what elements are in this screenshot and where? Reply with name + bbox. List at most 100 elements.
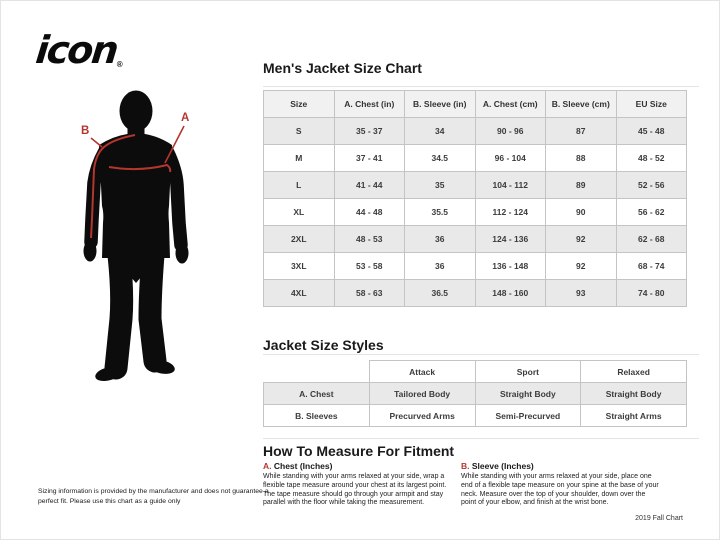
- cell-sleeve-cm: 92: [545, 225, 617, 253]
- silhouette-right-foot: [149, 360, 175, 374]
- sizing-disclaimer: Sizing information is provided by the ma…: [38, 488, 269, 505]
- size-chart-title: Men's Jacket Size Chart: [263, 60, 422, 76]
- cell-size: L: [263, 171, 335, 199]
- silhouette-right-hand: [175, 242, 189, 264]
- cell-size: 2XL: [263, 225, 335, 253]
- silhouette-torso: [99, 133, 172, 258]
- cell-sleeve-cm: 88: [545, 144, 617, 172]
- cell-chest-in: 44 - 48: [333, 198, 405, 226]
- measurement-figure: A B: [56, 81, 246, 411]
- column-header-sleeve-in: B. Sleeve (in): [404, 90, 476, 118]
- styles-header-row: Attack Sport Relaxed: [264, 360, 687, 383]
- cell-chest-cm: 136 - 148: [474, 252, 546, 280]
- styles-table-title: Jacket Size Styles: [263, 337, 384, 353]
- measure-instructions-chest: A. Chest (Inches) While standing with yo…: [263, 461, 449, 508]
- row-label-sleeves: B. Sleeves: [263, 404, 370, 427]
- column-header-relaxed: Relaxed: [580, 360, 687, 383]
- cell-chest-in: 53 - 58: [333, 252, 405, 280]
- cell-size: M: [263, 144, 335, 172]
- measure-heading-chest: A. Chest (Inches): [263, 461, 449, 471]
- cell-chest-in: 41 - 44: [333, 171, 405, 199]
- table-row-4xl: 4XL 58 - 63 36.5 148 - 160 93 74 - 80: [263, 279, 687, 307]
- measure-body-chest: While standing with your arms relaxed at…: [263, 473, 447, 507]
- silhouette-head: [119, 90, 153, 132]
- cell-sport-chest: Straight Body: [474, 382, 582, 405]
- cell-sleeve-cm: 93: [545, 279, 617, 307]
- table-row-l: L 41 - 44 35 104 - 112 89 52 - 56: [263, 171, 687, 199]
- measure-heading-chest-label: Chest (Inches): [273, 461, 333, 471]
- table-row-3xl: 3XL 53 - 58 36 136 - 148 92 68 - 74: [263, 252, 687, 280]
- cell-sleeve-in: 36: [404, 252, 476, 280]
- cell-eu-size: 45 - 48: [615, 117, 687, 145]
- cell-chest-cm: 90 - 96: [474, 117, 546, 145]
- cell-size: XL: [263, 198, 335, 226]
- column-header-sport: Sport: [474, 360, 582, 383]
- silhouette-left-hand: [83, 240, 97, 262]
- size-chart-table: Size A. Chest (in) B. Sleeve (in) A. Che…: [263, 90, 687, 307]
- cell-sleeve-cm: 92: [545, 252, 617, 280]
- cell-size: S: [263, 117, 335, 145]
- row-label-chest: A. Chest: [263, 382, 370, 405]
- column-header-sleeve-cm: B. Sleeve (cm): [545, 90, 617, 118]
- measure-prefix-b: B.: [461, 461, 470, 471]
- body-silhouette-graphic: A B: [81, 90, 189, 382]
- cell-chest-cm: 148 - 160: [474, 279, 546, 307]
- cell-eu-size: 48 - 52: [615, 144, 687, 172]
- jacket-styles-table: Attack Sport Relaxed A. Chest Tailored B…: [263, 360, 687, 427]
- cell-size: 3XL: [263, 252, 335, 280]
- cell-eu-size: 56 - 62: [615, 198, 687, 226]
- silhouette-left-leg: [104, 243, 134, 380]
- column-header-attack: Attack: [368, 360, 476, 383]
- cell-attack-sleeves: Precurved Arms: [368, 404, 476, 427]
- cell-chest-cm: 96 - 104: [474, 144, 546, 172]
- column-header-eu-size: EU Size: [615, 90, 687, 118]
- cell-chest-cm: 104 - 112: [474, 171, 546, 199]
- measure-heading-sleeve-label: Sleeve (Inches): [471, 461, 534, 471]
- cell-sleeve-in: 36: [404, 225, 476, 253]
- cell-attack-chest: Tailored Body: [368, 382, 476, 405]
- cell-sleeve-cm: 89: [545, 171, 617, 199]
- cell-sleeve-cm: 90: [545, 198, 617, 226]
- cell-chest-cm: 112 - 124: [474, 198, 546, 226]
- cell-chest-in: 37 - 41: [333, 144, 405, 172]
- measure-body-sleeve: While standing with your arms relaxed at…: [461, 473, 659, 507]
- measure-instructions-sleeve: B. Sleeve (Inches) While standing with y…: [461, 461, 659, 508]
- table-row-2xl: 2XL 48 - 53 36 124 - 136 92 62 - 68: [263, 225, 687, 253]
- cell-sleeve-cm: 87: [545, 117, 617, 145]
- cell-chest-in: 48 - 53: [333, 225, 405, 253]
- divider: [263, 354, 699, 355]
- styles-row-sleeves: B. Sleeves Precurved Arms Semi-Precurved…: [263, 404, 687, 427]
- chart-version-label: 2019 Fall Chart: [635, 515, 683, 522]
- table-row-s: S 35 - 37 34 90 - 96 87 45 - 48: [263, 117, 687, 145]
- label-a-pointer-line: [164, 125, 185, 164]
- styles-row-chest: A. Chest Tailored Body Straight Body Str…: [263, 382, 687, 405]
- sleeve-label-b: B: [81, 125, 89, 137]
- cell-eu-size: 52 - 56: [615, 171, 687, 199]
- icon-logo: icon®: [33, 28, 123, 72]
- registered-trademark-icon: ®: [116, 60, 123, 69]
- cell-chest-in: 58 - 63: [333, 279, 405, 307]
- measure-section-title: How To Measure For Fitment: [263, 443, 455, 459]
- divider: [263, 86, 699, 87]
- cell-sleeve-in: 35: [404, 171, 476, 199]
- cell-eu-size: 74 - 80: [615, 279, 687, 307]
- cell-sport-sleeves: Semi-Precurved: [474, 404, 582, 427]
- sleeve-measure-line: [90, 134, 136, 239]
- icon-logo-text: icon: [33, 28, 120, 72]
- cell-eu-size: 62 - 68: [615, 225, 687, 253]
- size-chart-header-row: Size A. Chest (in) B. Sleeve (in) A. Che…: [263, 90, 687, 118]
- cell-chest-in: 35 - 37: [333, 117, 405, 145]
- cell-sleeve-in: 34.5: [404, 144, 476, 172]
- silhouette-right-leg: [138, 243, 167, 373]
- column-header-chest-cm: A. Chest (cm): [474, 90, 546, 118]
- silhouette-left-foot: [95, 366, 121, 382]
- cell-chest-cm: 124 - 136: [474, 225, 546, 253]
- chest-measure-line: [108, 163, 172, 173]
- divider: [263, 438, 699, 439]
- measure-heading-sleeve: B. Sleeve (Inches): [461, 461, 659, 471]
- table-row-m: M 37 - 41 34.5 96 - 104 88 48 - 52: [263, 144, 687, 172]
- measure-prefix-a: A.: [263, 461, 272, 471]
- cell-relaxed-sleeves: Straight Arms: [580, 404, 687, 427]
- cell-sleeve-in: 36.5: [404, 279, 476, 307]
